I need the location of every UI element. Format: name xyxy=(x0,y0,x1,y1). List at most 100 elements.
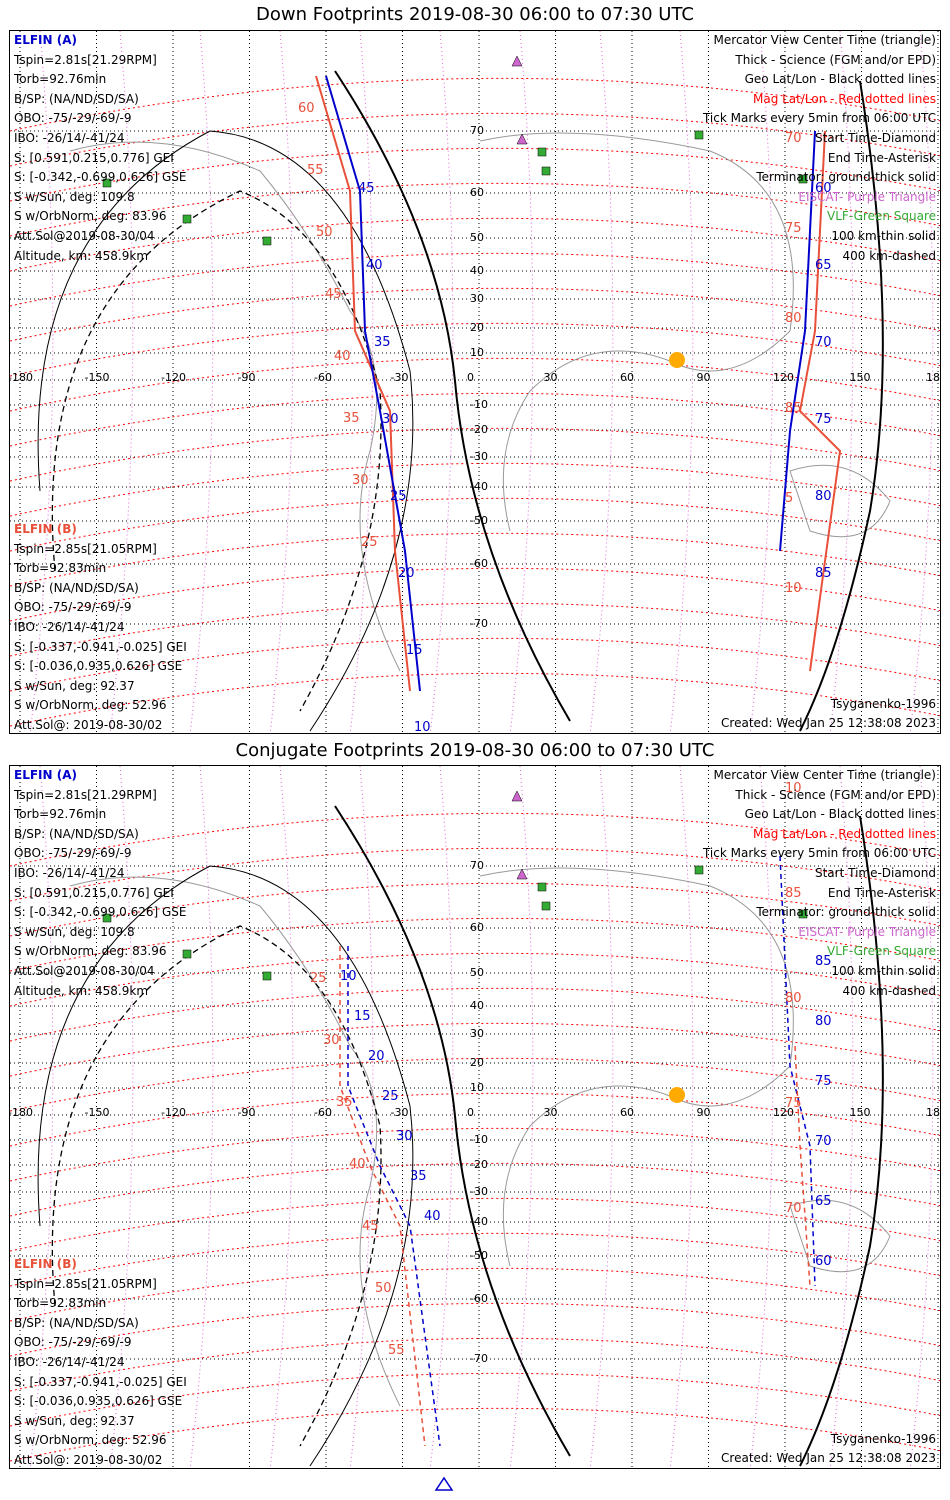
map-canvas xyxy=(10,31,940,733)
elfin-a-info-line: Att.Sol@2019-08-30/04 xyxy=(14,964,155,978)
lon-tick-label: 0 xyxy=(467,1106,474,1119)
mag-meridian xyxy=(509,31,534,733)
elfin-b-info-line: S w/Sun, deg: 92.37 xyxy=(14,1413,135,1428)
view-center-triangle xyxy=(434,1476,454,1491)
lon-tick-label: 30 xyxy=(543,371,558,384)
lon-tick-label: -180 xyxy=(9,371,33,384)
elfin-b-tick-label: 25 xyxy=(361,535,378,550)
lat-tick-label: -20 xyxy=(470,423,488,436)
lat-tick-label: -70 xyxy=(470,1352,488,1365)
elfin-a-tick-label-east: 60 xyxy=(815,1254,832,1269)
created-label: Created: Wed Jan 25 12:38:08 2023 xyxy=(721,1451,936,1465)
lon-tick-label: 180 xyxy=(926,371,940,384)
mag-meridian xyxy=(429,766,454,1468)
elfin-b-info-line: S w/OrbNorm, deg: 52.96 xyxy=(14,1433,167,1448)
mag-parallel xyxy=(10,392,940,447)
elfin-b-tick-label: 45 xyxy=(325,287,342,302)
mag-parallel xyxy=(10,812,940,867)
lon-tick-label: -120 xyxy=(161,1106,186,1119)
elfin-a-track xyxy=(347,946,441,1447)
elfin-a-tick-label: 35 xyxy=(410,1169,427,1184)
elfin-a-info-line: IBO: -26/14/-41/24 xyxy=(14,131,125,145)
elfin-a-info-line: B/SP: (NA/ND/SD/SA) xyxy=(14,826,139,841)
mag-parallel xyxy=(10,252,940,307)
mag-meridian xyxy=(589,766,614,1468)
elfin-b-tick-label-east: 70 xyxy=(785,1201,802,1216)
lat-tick-label: 70 xyxy=(470,124,484,137)
elfin-a-info-line: S w/Sun, deg: 109.8 xyxy=(14,189,135,204)
lon-tick-label: 0 xyxy=(467,371,474,384)
elfin-b-info-line: OBO: -75/-29/-69/-9 xyxy=(14,1335,132,1350)
elfin-b-tick-label-east: 10 xyxy=(785,781,802,796)
mag-parallel xyxy=(10,1302,940,1357)
elfin-b-tick-label-east: 5 xyxy=(785,491,794,506)
elfin-a-info-line: Torb=92.76min xyxy=(14,807,107,822)
elfin-a-info-line: Altitude, km: 458.9km xyxy=(14,983,149,998)
elfin-b-tick-label-east: 85 xyxy=(785,886,802,901)
elfin-b-tick-label: 35 xyxy=(336,1095,353,1110)
elfin-b-info-line: Att.Sol@: 2019-08-30/02 xyxy=(14,718,163,732)
elfin-b-tick-label: 30 xyxy=(323,1033,340,1048)
elfin-a-info-line: S: [-0.342,-0.699,0.626] GSE xyxy=(14,170,187,185)
legend-line: 400 km-dashed xyxy=(842,248,936,263)
model-label: Tsyganenko-1996 xyxy=(830,1432,936,1446)
vlf-square xyxy=(537,882,547,892)
elfin-a-tick-label: 15 xyxy=(406,643,423,658)
lon-tick-label: 120 xyxy=(773,1106,794,1119)
coastline-eurasia-africa xyxy=(479,132,794,532)
legend-line: Mercator View Center Time (triangle) xyxy=(713,33,936,47)
elfin-a-info-line: S w/OrbNorm, deg: 83.96 xyxy=(14,944,167,959)
mag-meridian xyxy=(189,766,214,1468)
coastline-americas xyxy=(69,876,401,1407)
mag-parallel xyxy=(10,1197,940,1252)
elfin-b-tick-label-east: 80 xyxy=(785,991,802,1006)
lon-tick-label: 60 xyxy=(620,1106,634,1119)
elfin-a-info-line: B/SP: (NA/ND/SD/SA) xyxy=(14,91,139,106)
mag-parallel xyxy=(10,182,940,237)
legend-line: 100 km-thin solid xyxy=(831,229,936,243)
elfin-a-tick-label-east: 70 xyxy=(815,1134,832,1149)
elfin-a-tick-label: 25 xyxy=(390,489,407,504)
vlf-square xyxy=(694,865,704,875)
oval-100km xyxy=(37,865,414,1467)
elfin-b-info-line: Att.Sol@: 2019-08-30/02 xyxy=(14,1453,163,1467)
mag-parallel xyxy=(10,602,940,657)
elfin-b-tick-label-east: 10 xyxy=(785,581,802,596)
elfin-a-tick-label: 15 xyxy=(354,1009,371,1024)
mag-parallel xyxy=(10,112,940,167)
lon-tick-label: 30 xyxy=(543,1106,558,1119)
mag-parallel xyxy=(10,147,940,202)
legend-line: Terminator: ground-thick solid xyxy=(756,905,936,920)
mag-parallel xyxy=(10,322,940,377)
legend-line: Mag Lat/Lon - Red dotted lines xyxy=(752,91,936,106)
elfin-a-tick-label-east: 80 xyxy=(815,1014,832,1029)
mag-meridian xyxy=(29,31,54,733)
mag-parallel xyxy=(10,987,940,1042)
elfin-a-tick-label-east: 75 xyxy=(815,412,832,427)
mag-parallel xyxy=(10,77,940,132)
mag-meridian xyxy=(269,31,294,733)
elfin-a-tick-label: 25 xyxy=(382,1089,399,1104)
lat-tick-label: -40 xyxy=(470,1215,488,1228)
elfin-b-info-line: Torb=92.83min xyxy=(14,561,107,576)
lon-tick-label: -90 xyxy=(237,371,256,384)
elfin-b-tick-label: 50 xyxy=(316,225,333,240)
legend-line: VLF-Green Square xyxy=(827,209,936,224)
mag-parallel xyxy=(10,497,940,552)
elfin-a-tick-label: 10 xyxy=(414,720,431,734)
lon-tick-label: 150 xyxy=(849,371,871,384)
elfin-a-tick-label-east: 70 xyxy=(815,335,832,350)
mag-meridian xyxy=(509,766,534,1468)
created-label: Created: Wed Jan 25 12:38:08 2023 xyxy=(721,716,936,730)
mag-meridian xyxy=(269,766,294,1468)
lat-tick-label: 50 xyxy=(470,231,484,244)
mag-meridian xyxy=(29,766,54,1468)
lat-tick-label: 30 xyxy=(470,292,484,305)
vlf-square xyxy=(182,949,192,959)
elfin-b-tick-label-east: 70 xyxy=(785,131,802,146)
elfin-a-info-line: OBO: -75/-29/-69/-9 xyxy=(14,111,132,126)
lon-tick-label: 150 xyxy=(849,1106,871,1119)
terminator-line xyxy=(799,815,884,1467)
mag-meridian xyxy=(669,31,694,733)
lon-tick-label: -90 xyxy=(237,1106,256,1119)
